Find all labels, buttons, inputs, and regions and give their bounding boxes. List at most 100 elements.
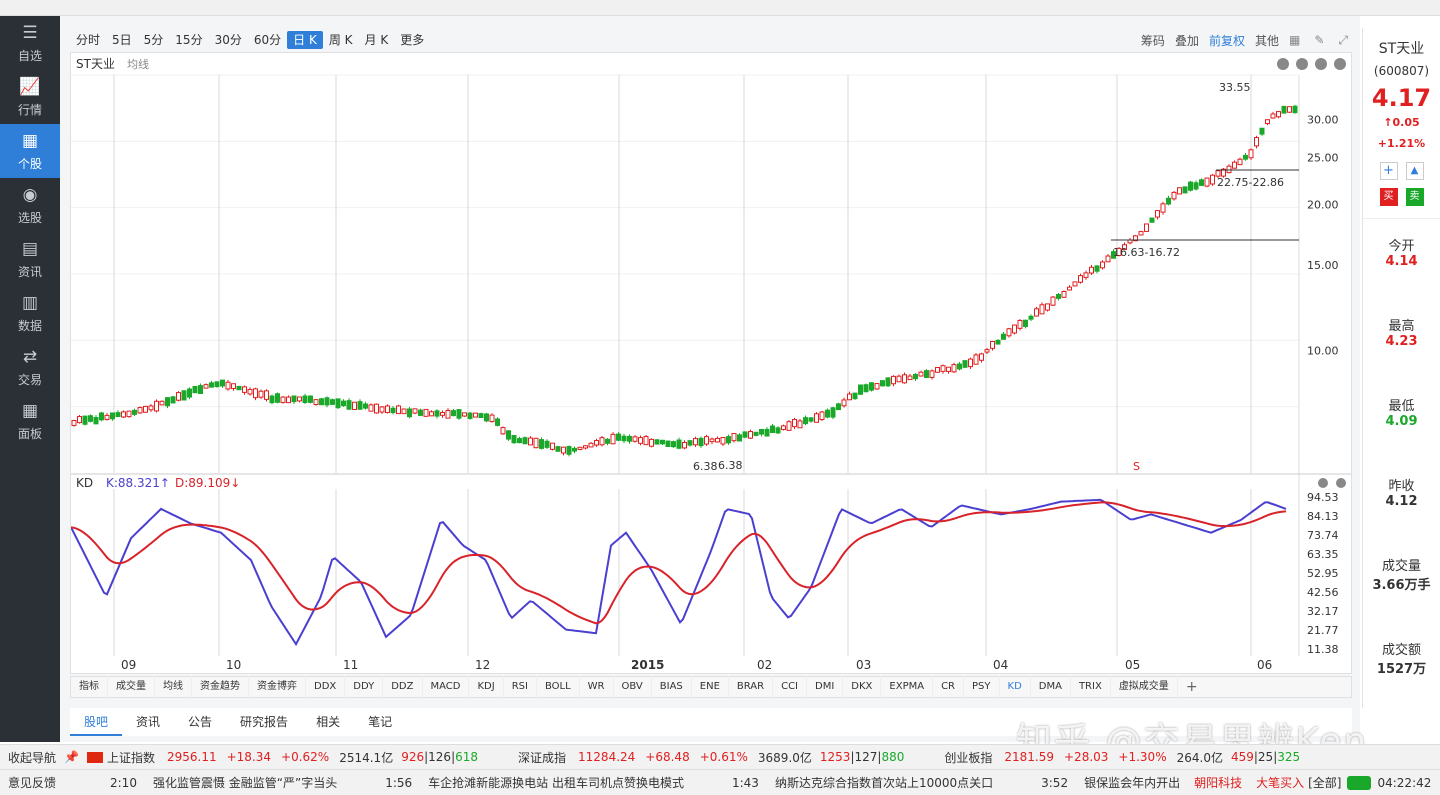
indicator-tab-3[interactable]: 资金趋势 xyxy=(192,676,249,698)
period-tab-6[interactable]: 日 K xyxy=(287,31,323,49)
candle-body xyxy=(1078,275,1083,283)
feedback-button[interactable]: 意见反馈 xyxy=(8,776,57,790)
candle-body xyxy=(654,439,660,445)
candle-body xyxy=(1210,174,1215,185)
sidebar-item-7[interactable]: ▦ 面板 xyxy=(0,394,60,448)
kd-label[interactable]: KD xyxy=(76,476,93,490)
indicator-tab-14[interactable]: BIAS xyxy=(652,676,692,698)
toolbar-option-3[interactable]: 其他 xyxy=(1254,33,1279,48)
sidebar-item-1[interactable]: 📈 行情 xyxy=(0,70,60,124)
indicator-tab-26[interactable]: 虚拟成交量 xyxy=(1111,676,1178,698)
indicator-tab-5[interactable]: DDX xyxy=(306,676,346,698)
news4-title[interactable]: 银保监会年内开出 xyxy=(1084,776,1181,790)
sh-index-value: 2956.11 xyxy=(166,750,217,764)
period-tab-7[interactable]: 周 K xyxy=(328,33,353,47)
bottom-tab-3[interactable]: 研究报告 xyxy=(240,715,289,729)
bottom-tab-5[interactable]: 笔记 xyxy=(368,715,393,729)
indicator-tab-2[interactable]: 均线 xyxy=(155,676,192,698)
indicator-tab-1[interactable]: 成交量 xyxy=(108,676,155,698)
indicator-tab-18[interactable]: DMI xyxy=(807,676,844,698)
toolbar-option-2[interactable]: 前复权 xyxy=(1208,33,1245,48)
bottom-tab-2[interactable]: 公告 xyxy=(188,715,213,729)
indicator-tab-16[interactable]: BRAR xyxy=(729,676,774,698)
period-tab-1[interactable]: 5日 xyxy=(112,33,132,47)
indicator-tab-24[interactable]: DMA xyxy=(1031,676,1071,698)
pen-icon[interactable]: ✎ xyxy=(1314,33,1325,47)
indicator-tab-6[interactable]: DDY xyxy=(345,676,384,698)
indicator-tab-4[interactable]: 资金博弈 xyxy=(249,676,306,698)
kd-settings-icon[interactable] xyxy=(1318,478,1328,488)
cy-index-change: +28.03 xyxy=(1064,750,1109,764)
add-indicator-icon[interactable]: + xyxy=(1185,679,1198,695)
sidebar-item-label: 个股 xyxy=(17,157,42,171)
close-icon[interactable] xyxy=(1334,58,1346,70)
ma-label[interactable]: 均线 xyxy=(127,57,149,71)
indicator-tab-0[interactable]: 指标 xyxy=(71,676,108,698)
toolbar-option-1[interactable]: 叠加 xyxy=(1174,33,1199,48)
sz-down-count: 880 xyxy=(881,750,905,764)
period-tab-2[interactable]: 5分 xyxy=(143,33,164,47)
all-alerts-link[interactable]: [全部] xyxy=(1308,776,1342,790)
kd-close-icon[interactable] xyxy=(1336,478,1346,488)
indicator-tab-17[interactable]: CCI xyxy=(773,676,808,698)
indicator-tab-21[interactable]: CR xyxy=(933,676,965,698)
grid-icon[interactable]: ▦ xyxy=(1288,33,1301,47)
period-tab-9[interactable]: 更多 xyxy=(400,33,425,47)
news1-title[interactable]: 强化监管震慑 金融监管“严”字当头 xyxy=(152,776,338,790)
sidebar-item-4[interactable]: ▤ 资讯 xyxy=(0,232,60,286)
candle-body xyxy=(137,407,143,414)
indicator-tab-8[interactable]: MACD xyxy=(423,676,470,698)
indicator-tab-11[interactable]: BOLL xyxy=(537,676,580,698)
indicator-tab-20[interactable]: EXPMA xyxy=(881,676,934,698)
add-icon[interactable]: + xyxy=(1379,162,1398,180)
sidebar-item-5[interactable]: ▥ 数据 xyxy=(0,286,60,340)
alert-stock[interactable]: 朝阳科技 xyxy=(1194,776,1243,790)
bottom-tab-0[interactable]: 股吧 xyxy=(70,708,123,736)
sidebar-item-0[interactable]: ☰ 自选 xyxy=(0,16,60,70)
settings-icon[interactable] xyxy=(1315,58,1327,70)
kline-chart[interactable]: ST天业 均线 30.00 25.00 20.00 15.00 10.00 33.55 22.7… xyxy=(71,53,1351,673)
period-tab-4[interactable]: 30分 xyxy=(214,33,242,47)
news3-title[interactable]: 纳斯达克综合指数首次站上10000点关口 xyxy=(774,776,994,790)
sell-button[interactable]: 卖 xyxy=(1405,188,1424,206)
zoom-in-icon[interactable] xyxy=(1296,58,1308,70)
news2-title[interactable]: 车企抢滩新能源换电站 出租车司机点赞换电模式 xyxy=(428,776,684,790)
sidebar-item-2[interactable]: ▦ 个股 xyxy=(0,124,60,178)
cy-index-name[interactable]: 创业板指 xyxy=(944,750,993,765)
buy-button[interactable]: 买 xyxy=(1379,188,1398,206)
price-tick: 10.00 xyxy=(1307,344,1339,357)
kd-tick: 32.17 xyxy=(1307,605,1339,618)
indicator-tab-10[interactable]: RSI xyxy=(504,676,537,698)
minimize-icon[interactable] xyxy=(1277,58,1289,70)
candle-body xyxy=(940,365,946,372)
toolbar-option-0[interactable]: 筹码 xyxy=(1140,33,1165,48)
period-tab-8[interactable]: 月 K xyxy=(364,33,389,47)
indicator-tab-23[interactable]: KD xyxy=(1000,676,1031,698)
candle-body xyxy=(231,383,236,389)
bottom-tab-1[interactable]: 资讯 xyxy=(136,715,161,729)
sz-index-name[interactable]: 深证成指 xyxy=(518,750,567,765)
indicator-tab-7[interactable]: DDZ xyxy=(383,676,423,698)
indicator-tab-15[interactable]: ENE xyxy=(692,676,729,698)
indicator-tab-13[interactable]: OBV xyxy=(614,676,652,698)
period-tab-5[interactable]: 60分 xyxy=(253,33,282,47)
indicator-tab-9[interactable]: KDJ xyxy=(469,676,504,698)
candle-body xyxy=(258,390,264,398)
indicator-tab-12[interactable]: WR xyxy=(580,676,614,698)
sidebar-item-6[interactable]: ⇄ 交易 xyxy=(0,340,60,394)
bottom-tab-4[interactable]: 相关 xyxy=(316,715,341,729)
bell-icon[interactable]: ▲ xyxy=(1405,162,1424,180)
sh-index-name[interactable]: 上证指数 xyxy=(106,750,155,765)
kd-tick: 63.35 xyxy=(1307,548,1339,561)
expand-icon[interactable]: ⤢ xyxy=(1338,32,1348,47)
month-label: 09 xyxy=(121,658,136,672)
candle-body xyxy=(1133,235,1138,242)
period-tab-3[interactable]: 15分 xyxy=(175,33,203,47)
collapse-nav-button[interactable]: 收起导航 xyxy=(8,750,57,765)
indicator-tab-25[interactable]: TRIX xyxy=(1071,676,1111,698)
pin-icon[interactable]: 📌 xyxy=(64,750,79,764)
indicator-tab-22[interactable]: PSY xyxy=(964,676,1000,698)
period-tab-0[interactable]: 分时 xyxy=(76,33,101,47)
sidebar-item-3[interactable]: ◉ 选股 xyxy=(0,178,60,232)
indicator-tab-19[interactable]: DKX xyxy=(843,676,882,698)
